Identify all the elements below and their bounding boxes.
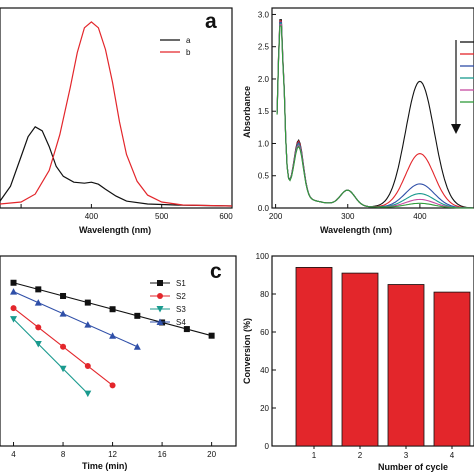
panel-c-legend-marker-S2 <box>157 293 163 299</box>
panel-c-point-S4 <box>34 299 42 306</box>
panel-c-point-S2 <box>109 382 116 389</box>
panel-d-xlabel: Number of cycle <box>378 462 448 472</box>
panel-c-point-S4 <box>109 332 117 339</box>
panel-b-series-1 <box>276 19 474 209</box>
panel-c-xtick-label: 8 <box>61 450 66 459</box>
panel-a-letter: a <box>205 10 217 33</box>
panel-a-series-a <box>0 126 233 207</box>
panel-c-point-S3 <box>34 340 42 348</box>
panel-a-series-b <box>0 21 233 207</box>
panel-c-xtick-label: 12 <box>108 450 117 459</box>
panel-a-xlabel: Wavelength (nm) <box>79 225 151 235</box>
panel-d-bar-1 <box>295 266 333 447</box>
panel-c-point-S1 <box>60 292 67 299</box>
panel-b-xtick-label: 200 <box>269 212 283 221</box>
panel-a-legend-label-a: a <box>186 36 191 45</box>
panel-d-bar-2 <box>341 272 379 447</box>
panel-b-xtick-label: 400 <box>413 212 427 221</box>
panel-c-point-S4 <box>10 288 18 295</box>
panel-c-point-S1 <box>35 286 42 293</box>
panel-b-plot-frame <box>271 7 474 209</box>
panel-d-ylabel: Conversion (%) <box>242 318 252 384</box>
panel-b-xlabel: Wavelength (nm) <box>320 225 392 235</box>
panel-c-legend-marker-S3 <box>156 306 164 313</box>
panel-d-ytick-label: 0 <box>265 442 270 451</box>
panel-a-xtick-label: 600 <box>219 212 233 221</box>
panel-c-xtick-label: 20 <box>207 450 216 459</box>
panel-b-series-5 <box>276 24 474 209</box>
panel-c-xtick-label: 4 <box>11 450 16 459</box>
panel-d-ytick-label: 60 <box>260 328 269 337</box>
panel-d-xtick-label: 4 <box>450 451 455 460</box>
panel-b-series-3 <box>276 21 474 209</box>
panel-c-point-S1 <box>84 299 91 306</box>
panel-b-ylabel: Absorbance <box>242 86 252 138</box>
panel-b-series-6 <box>276 25 474 209</box>
panel-c-legend-marker-S4 <box>156 318 164 325</box>
panel-d-bar-4 <box>433 291 471 447</box>
panel-d-xtick-label: 1 <box>312 451 317 460</box>
panel-c-fit-S3 <box>13 318 89 394</box>
panel-b-ytick-label: 3.0 <box>258 10 270 19</box>
panel-c-point-S4 <box>59 310 67 317</box>
panel-b-ytick-label: 1.5 <box>258 107 270 116</box>
panel-c-point-S1 <box>134 312 141 319</box>
panel-c-legend-label-S2: S2 <box>176 292 186 301</box>
panel-b-plot: 0.0 0.5 1.0 1.5 2.0 2.5 3.0 200 300 400 <box>258 10 474 221</box>
panel-c-legend-marker-S1 <box>157 280 163 286</box>
panel-c-point-S4 <box>84 321 92 328</box>
panel-c-point-S3 <box>59 365 67 373</box>
panel-c-point-S3 <box>84 390 92 398</box>
panel-d-xtick-label: 2 <box>358 451 363 460</box>
panel-d-ytick-label: 80 <box>260 290 269 299</box>
panel-c-fit-S4 <box>13 291 138 348</box>
panel-b-ytick-label: 0.0 <box>258 204 270 213</box>
panel-c-legend-label-S4: S4 <box>176 318 186 327</box>
panel-c-point-S1 <box>208 332 215 339</box>
panel-a-xtick-label: 500 <box>155 212 169 221</box>
panel-c-point-S4 <box>133 343 141 350</box>
panel-b-ytick-label: 2.0 <box>258 75 270 84</box>
panel-d-xtick-label: 3 <box>404 451 409 460</box>
panel-c-point-S2 <box>84 363 91 370</box>
panel-d-plot: 0 20 40 60 80 100 1 2 3 4 <box>256 252 471 460</box>
panel-b-ytick-label: 2.5 <box>258 43 270 52</box>
panel-a-xtick-label: 400 <box>85 212 99 221</box>
panel-c-point-S2 <box>35 324 42 331</box>
panel-b-ytick-label: 1.0 <box>258 139 270 148</box>
panel-d-ytick-label: 40 <box>260 366 269 375</box>
panel-d-ytick-label: 20 <box>260 404 269 413</box>
panel-c-point-S1 <box>183 326 190 333</box>
panel-a-plot-frame <box>0 7 233 209</box>
panel-c-point-S2 <box>60 343 67 350</box>
panel-a-plot: 400 500 600 ab <box>0 21 233 221</box>
panel-b-series-2 <box>276 20 474 209</box>
panel-c-point-S1 <box>10 279 17 286</box>
panel-c-point-S2 <box>10 305 17 312</box>
panel-c-legend-label-S3: S3 <box>176 305 186 314</box>
panel-c-point-S1 <box>109 306 116 313</box>
panel-c-legend-label-S1: S1 <box>176 279 186 288</box>
panel-d-ytick-label: 100 <box>256 252 270 261</box>
panel-c-xlabel: Time (min) <box>82 461 127 471</box>
panel-d-bar-3 <box>387 284 425 447</box>
panel-b-series-4 <box>276 22 474 209</box>
panel-b-xtick-label: 300 <box>341 212 355 221</box>
panel-c-xtick-label: 16 <box>158 450 167 459</box>
panel-a-legend-label-b: b <box>186 48 191 57</box>
panel-b-ytick-label: 0.5 <box>258 172 270 181</box>
panel-c-plot-frame <box>0 255 237 447</box>
panel-c-point-S3 <box>10 316 18 323</box>
panel-c-plot: 4 8 12 16 20 S1 S2 S3 S4 <box>10 279 217 459</box>
panel-b-arrow-head <box>451 124 461 134</box>
panel-c-letter: c <box>210 260 222 283</box>
